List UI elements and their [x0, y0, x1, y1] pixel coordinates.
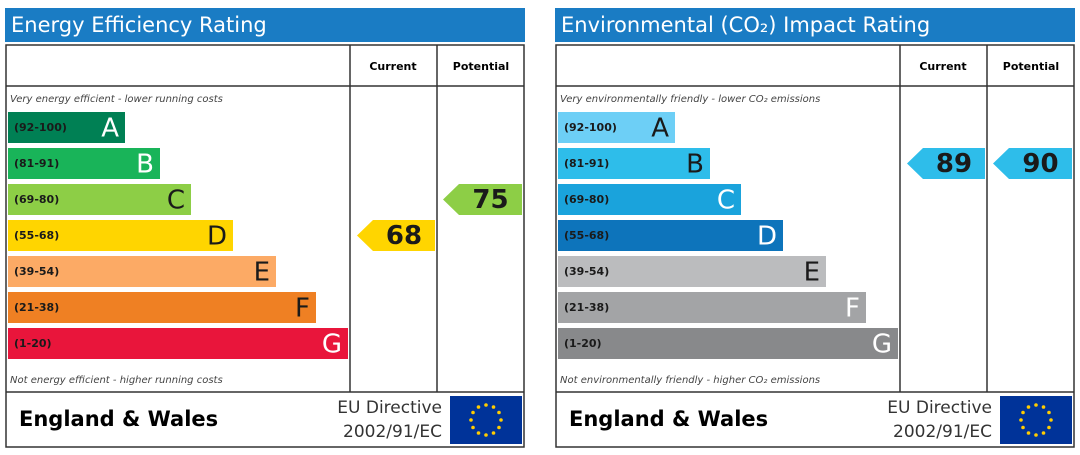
region: England & Wales [19, 407, 218, 431]
eu-star [476, 405, 481, 409]
header-current: Current [919, 60, 966, 73]
rating-band [558, 112, 675, 143]
directive-line1: EU Directive [337, 398, 442, 418]
current-arrow [907, 148, 985, 179]
band-letter: D [207, 222, 227, 252]
eu-star [497, 425, 501, 430]
band-letter: B [136, 150, 154, 180]
band-range: (21-38) [14, 301, 59, 314]
directive-line2: 2002/91/EC [343, 422, 442, 442]
band-range: (92-100) [564, 121, 617, 134]
panel-frame [555, 44, 1075, 448]
eu-star [484, 433, 488, 437]
band-range: (81-91) [564, 157, 609, 170]
panel-title: Energy Efficiency Rating [11, 13, 267, 37]
band-range: (39-54) [14, 265, 59, 278]
potential-value: 75 [472, 185, 508, 215]
rating-band [558, 256, 826, 287]
rating-band [558, 292, 866, 323]
eu-star [469, 418, 473, 422]
panel-title: Environmental (CO₂) Impact Rating [561, 13, 930, 37]
band-range: (69-80) [14, 193, 59, 206]
eu-star [1019, 418, 1023, 422]
rating-band [8, 328, 348, 359]
directive-line1: EU Directive [887, 398, 992, 418]
eu-star [476, 431, 481, 435]
potential-arrow [443, 184, 522, 215]
header-current: Current [369, 60, 416, 73]
panel-frame [5, 44, 525, 448]
eu-star [499, 418, 503, 422]
rating-band [8, 292, 316, 323]
band-range: (69-80) [564, 193, 609, 206]
band-range: (21-38) [564, 301, 609, 314]
eu-star [1041, 431, 1046, 435]
band-range: (1-20) [14, 337, 52, 350]
band-letter: C [167, 186, 185, 216]
eu-star [1026, 405, 1031, 409]
band-range: (92-100) [14, 121, 67, 134]
region: England & Wales [569, 407, 768, 431]
band-letter: G [322, 330, 342, 360]
rating-band [8, 148, 160, 179]
eu-star [1047, 410, 1051, 415]
eu-star [1047, 425, 1051, 430]
eu-star [1041, 405, 1046, 409]
rating-band [558, 328, 898, 359]
current-arrow [357, 220, 435, 251]
rating-band [558, 184, 741, 215]
directive-line2: 2002/91/EC [893, 422, 992, 442]
band-letter: E [254, 258, 270, 288]
eu-star [1049, 418, 1053, 422]
band-letter: B [686, 150, 704, 180]
header-potential: Potential [1003, 60, 1059, 73]
band-letter: D [757, 222, 777, 252]
band-letter: G [872, 330, 892, 360]
band-letter: E [804, 258, 820, 288]
rating-band [558, 148, 710, 179]
band-range: (1-20) [564, 337, 602, 350]
eu-star [484, 403, 488, 407]
rating-panel: Environmental (CO₂) Impact Rating Current… [555, 8, 1075, 448]
band-letter: A [101, 114, 119, 144]
potential-arrow [993, 148, 1072, 179]
top-note: Very environmentally friendly - lower CO… [560, 94, 820, 105]
rating-band [8, 184, 191, 215]
eu-star [471, 425, 475, 430]
eu-star [1021, 410, 1025, 415]
band-letter: A [651, 114, 669, 144]
rating-band [558, 220, 783, 251]
eu-star [491, 405, 496, 409]
title-bar [555, 8, 1075, 42]
band-letter: F [845, 294, 860, 324]
rating-band [8, 112, 125, 143]
eu-star [497, 410, 501, 415]
header-potential: Potential [453, 60, 509, 73]
title-bar [5, 8, 525, 42]
band-letter: F [295, 294, 310, 324]
band-range: (55-68) [14, 229, 59, 242]
eu-star [491, 431, 496, 435]
eu-star [471, 410, 475, 415]
rating-panel: Energy Efficiency Rating Current Potential… [5, 8, 525, 448]
bottom-note: Not energy efficient - higher running co… [10, 375, 223, 386]
band-range: (55-68) [564, 229, 609, 242]
eu-star [1021, 425, 1025, 430]
potential-value: 90 [1022, 149, 1058, 179]
current-value: 89 [936, 149, 972, 179]
band-letter: C [717, 186, 735, 216]
top-note: Very energy efficient - lower running co… [10, 94, 223, 105]
rating-band [8, 220, 233, 251]
rating-band [8, 256, 276, 287]
bottom-note: Not environmentally friendly - higher CO… [560, 375, 820, 386]
band-range: (39-54) [564, 265, 609, 278]
eu-star [1034, 403, 1038, 407]
eu-star [1034, 433, 1038, 437]
band-range: (81-91) [14, 157, 59, 170]
current-value: 68 [386, 221, 422, 251]
eu-star [1026, 431, 1031, 435]
